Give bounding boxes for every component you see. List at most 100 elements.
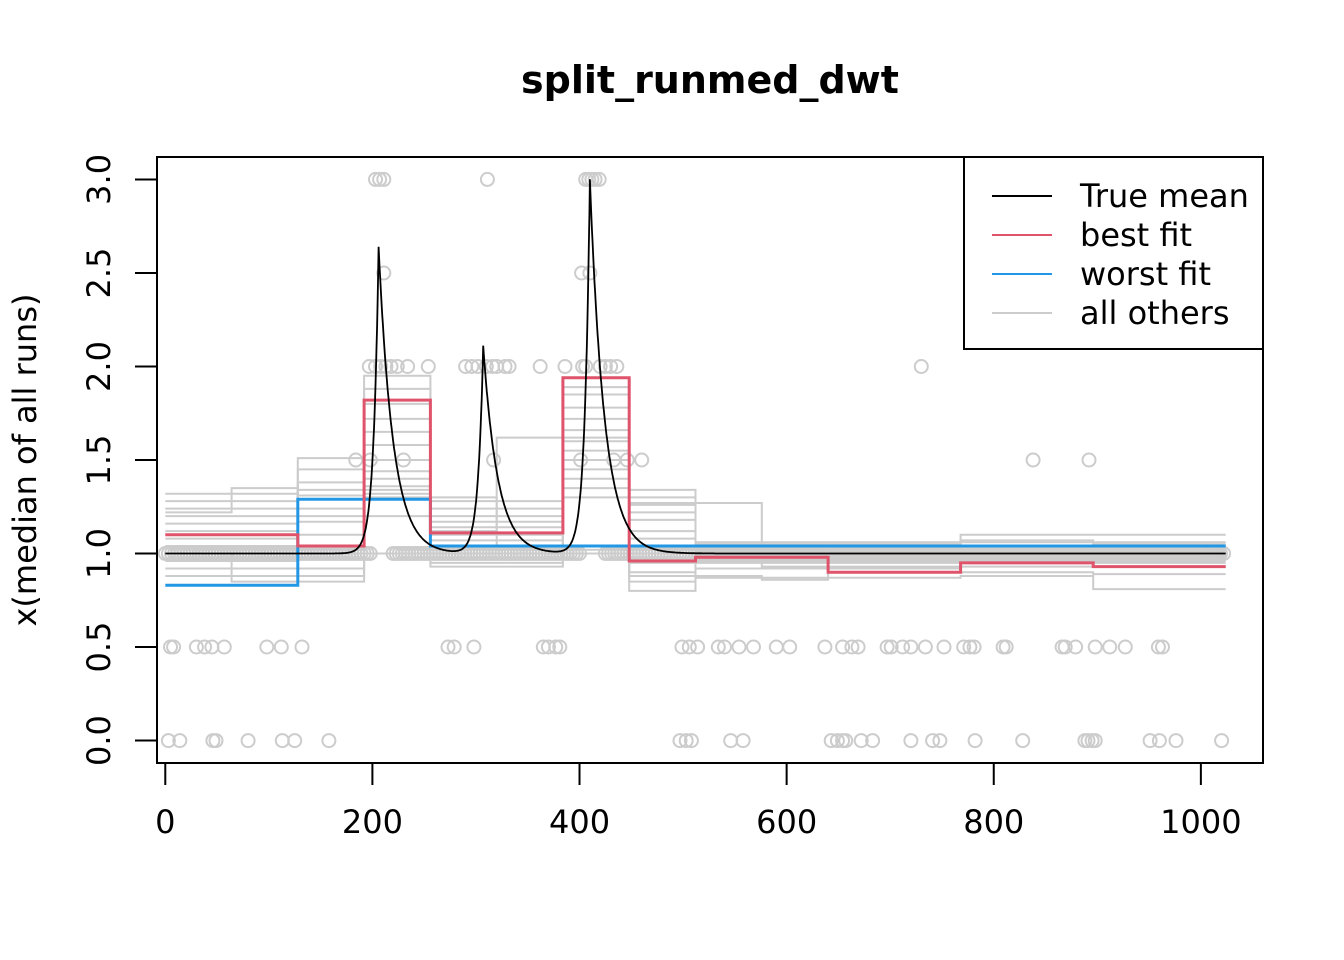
observation-point xyxy=(710,639,726,655)
observation-point xyxy=(166,639,182,655)
x-tick-label: 0 xyxy=(155,803,175,841)
observation-point xyxy=(690,639,706,655)
observation-point xyxy=(548,639,564,655)
observation-point xyxy=(208,733,224,749)
other-fit-line xyxy=(165,487,1226,581)
observation-point xyxy=(746,639,761,655)
observation-point xyxy=(634,452,650,468)
other-fit-line xyxy=(165,487,1226,583)
observation-point xyxy=(1150,639,1166,655)
observation-point xyxy=(782,639,798,655)
observation-point xyxy=(1068,639,1084,655)
observation-point xyxy=(844,639,860,655)
x-axis: 0 200 400 600 800 1000 xyxy=(155,762,1242,841)
x-tick-label: 800 xyxy=(963,803,1024,841)
observation-point xyxy=(956,639,972,655)
observation-point xyxy=(348,452,364,468)
observation-point xyxy=(672,733,688,749)
observation-point xyxy=(1080,733,1096,749)
observation-point xyxy=(1214,733,1230,749)
observation-point xyxy=(683,733,699,749)
observation-point xyxy=(383,359,399,374)
y-tick-label: 2.5 xyxy=(80,248,118,299)
observation-point xyxy=(962,639,978,655)
observation-point xyxy=(817,639,833,655)
observation-point xyxy=(552,639,568,655)
observation-point xyxy=(998,639,1014,655)
observation-point xyxy=(479,171,495,187)
observation-point xyxy=(464,359,480,374)
y-tick-label: 2.0 xyxy=(80,341,118,392)
observation-point xyxy=(287,733,303,749)
x-tick-label: 400 xyxy=(549,803,610,841)
observation-point xyxy=(850,639,866,655)
observation-point xyxy=(913,359,929,374)
observation-point xyxy=(879,639,895,655)
observation-point xyxy=(540,639,556,655)
observation-point xyxy=(376,171,392,187)
chart-title: split_runmed_dwt xyxy=(521,58,899,102)
observation-point xyxy=(903,733,919,749)
observation-point xyxy=(372,171,388,187)
other-fits xyxy=(165,374,1226,592)
observation-point xyxy=(966,639,982,655)
observation-point xyxy=(925,733,941,749)
observation-point xyxy=(1087,733,1103,749)
observation-point xyxy=(274,733,290,749)
y-tick-label: 1.5 xyxy=(80,435,118,486)
observation-point xyxy=(967,733,983,749)
observation-point xyxy=(1117,639,1133,655)
observation-point xyxy=(532,359,548,374)
y-tick-label: 0.0 xyxy=(80,715,118,766)
observation-point xyxy=(597,359,613,374)
x-tick-label: 600 xyxy=(756,803,817,841)
observation-point xyxy=(895,639,911,655)
observation-point xyxy=(917,639,933,655)
observation-point xyxy=(259,639,275,655)
legend-label: worst fit xyxy=(1080,255,1211,293)
observation-point xyxy=(768,639,784,655)
observation-point xyxy=(717,639,732,655)
x-tick-label: 1000 xyxy=(1160,803,1241,841)
observation-point xyxy=(172,733,188,749)
observation-point xyxy=(478,359,494,374)
observation-point xyxy=(587,171,603,187)
legend-box xyxy=(963,156,1264,350)
observation-point xyxy=(1025,452,1041,468)
observation-point xyxy=(591,171,607,187)
observation-point xyxy=(294,639,310,655)
observation-point xyxy=(188,639,204,655)
legend-label: True mean xyxy=(1079,177,1249,215)
observation-point xyxy=(582,265,598,281)
observation-point xyxy=(1151,733,1167,749)
observation-point xyxy=(557,359,573,374)
observation-point xyxy=(273,639,289,655)
observation-point xyxy=(1015,733,1031,749)
observation-point xyxy=(1142,733,1158,749)
observation-point xyxy=(883,639,899,655)
observation-point xyxy=(373,359,389,374)
observation-point xyxy=(823,733,839,749)
observation-point xyxy=(681,639,697,655)
observation-point xyxy=(400,359,416,374)
observation-point xyxy=(603,359,619,374)
observation-point xyxy=(497,359,513,374)
observation-point xyxy=(838,733,854,749)
observation-point xyxy=(936,639,952,655)
observation-point xyxy=(1087,639,1103,655)
observation-point xyxy=(829,733,845,749)
observation-point xyxy=(420,359,436,374)
best-fit-series xyxy=(165,376,1226,574)
observation-point xyxy=(1081,452,1097,468)
observation-point xyxy=(446,639,462,655)
observation-point xyxy=(678,733,694,749)
observation-point xyxy=(609,359,625,374)
observation-point xyxy=(674,639,690,655)
y-axis: 0.0 0.5 1.0 1.5 2.0 2.5 3.0 xyxy=(80,154,158,766)
observation-point xyxy=(389,359,405,374)
y-axis-label: x(median of all runs) xyxy=(6,294,44,627)
observation-point xyxy=(160,733,176,749)
observation-point xyxy=(368,171,383,187)
